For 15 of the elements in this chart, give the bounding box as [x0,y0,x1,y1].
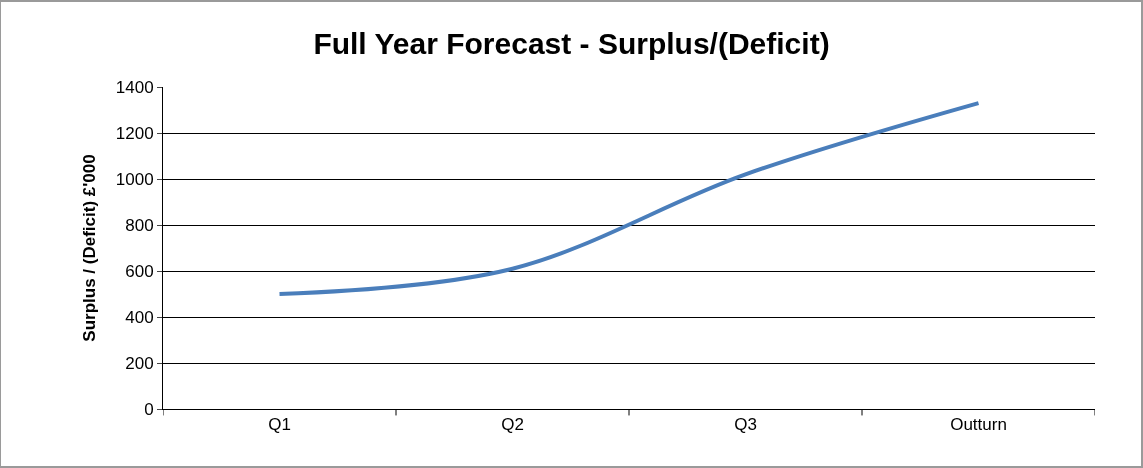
chart-title: Full Year Forecast - Surplus/(Deficit) [313,26,830,60]
y-axis-title: Surplus / (Deficit) £'000 [80,154,100,342]
y-tick-label: 600 [125,261,154,281]
y-tick-label: 400 [125,307,154,327]
line-series [277,101,981,296]
y-tick-label: 0 [144,399,154,419]
x-tick-label: Q2 [501,415,524,435]
y-tick-label: 800 [125,215,154,235]
x-tick-label: Q3 [734,415,757,435]
y-tick-label: 1000 [115,169,154,189]
y-tick-label: 200 [125,353,154,373]
y-tick-label: 1400 [115,77,154,97]
x-tick-label: Q1 [268,415,291,435]
y-tick-label: 1200 [115,123,154,143]
x-tick-label: Outturn [950,415,1007,435]
